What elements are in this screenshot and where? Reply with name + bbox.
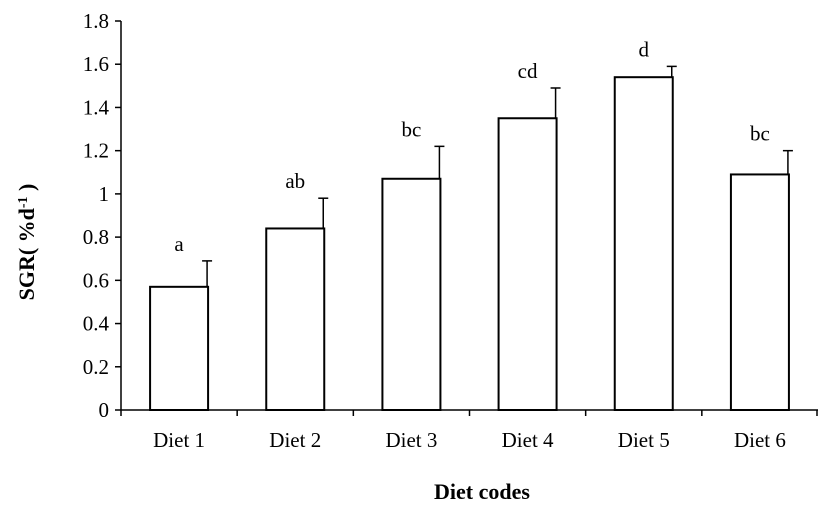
x-axis: Diet 1 Diet 2 Diet 3 Diet 4 Diet 5 Diet 6 — [120, 409, 818, 452]
x-category-label: Diet 6 — [734, 428, 786, 452]
y-axis-title: SGR( %d-1 ) — [14, 184, 39, 301]
x-category-label: Diet 5 — [618, 428, 670, 452]
x-category-label: Diet 1 — [153, 428, 205, 452]
bar-series — [149, 76, 790, 412]
y-tick-label: 0.6 — [83, 268, 109, 292]
y-tick-label: 1.4 — [83, 95, 110, 119]
bar — [497, 117, 558, 411]
significance-letter: a — [174, 232, 184, 256]
y-tick-label: 0.2 — [83, 355, 109, 379]
error-bars — [202, 65, 793, 287]
significance-letter: bc — [402, 117, 422, 141]
y-axis: 0 0.2 0.4 0.6 0.8 1 1.2 1.4 1.6 1.8 — [83, 9, 122, 422]
y-axis-title-superscript: -1 — [16, 196, 31, 208]
x-category-label: Diet 3 — [385, 428, 437, 452]
y-tick-label: 1 — [99, 182, 110, 206]
significance-letter: d — [639, 37, 650, 61]
x-axis-title: Diet codes — [434, 479, 530, 504]
bar — [729, 173, 790, 411]
y-tick-label: 1.2 — [83, 139, 109, 163]
bar — [265, 227, 326, 411]
y-tick-label: 1.6 — [83, 52, 109, 76]
y-axis-title-suffix: ) — [14, 184, 39, 197]
significance-letter: bc — [750, 122, 770, 146]
y-tick-label: 0.4 — [83, 312, 110, 336]
significance-letter: cd — [518, 59, 538, 83]
significance-letter: ab — [285, 169, 305, 193]
y-tick-label: 0 — [99, 398, 110, 422]
significance-labels: a ab bc cd d bc — [174, 37, 770, 256]
bar — [381, 177, 442, 411]
y-tick-label: 0.8 — [83, 225, 109, 249]
y-tick-label: 1.8 — [83, 9, 109, 33]
bar — [149, 285, 210, 412]
x-category-label: Diet 4 — [502, 428, 554, 452]
bar — [613, 76, 674, 411]
y-axis-title-prefix: SGR( %d — [14, 208, 39, 300]
x-category-label: Diet 2 — [269, 428, 321, 452]
